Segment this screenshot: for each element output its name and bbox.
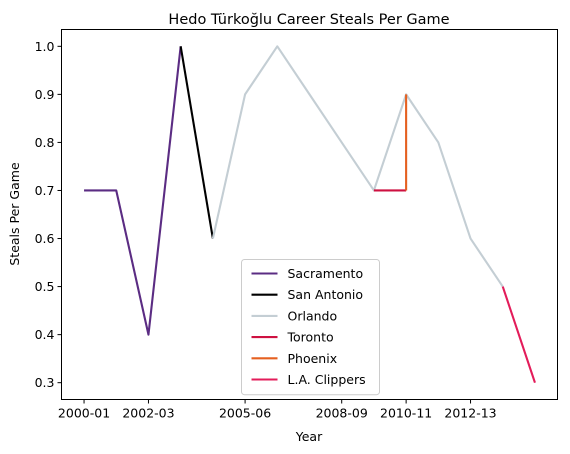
y-tick-label: 0.3 xyxy=(35,375,55,390)
x-tick-label: 2005-06 xyxy=(219,406,271,421)
legend-label: L.A. Clippers xyxy=(288,372,366,387)
legend-box xyxy=(241,259,380,396)
legend-item-toronto: Toronto xyxy=(251,330,334,345)
y-tick-label: 1.0 xyxy=(35,39,55,54)
legend-label: San Antonio xyxy=(288,287,364,302)
x-tick-label: 2000-01 xyxy=(58,406,110,421)
legend-label: Phoenix xyxy=(288,351,338,366)
y-tick-label: 0.5 xyxy=(35,279,55,294)
series-line-sacramento xyxy=(84,46,182,336)
y-axis: 0.3 0.4 0.5 0.6 0.7 0.8 0.9 1.0 xyxy=(35,39,62,390)
y-tick-label: 0.8 xyxy=(35,135,55,150)
y-axis-title: Steals Per Game xyxy=(7,162,22,266)
legend-label: Orlando xyxy=(288,308,338,323)
y-tick-label: 0.4 xyxy=(35,327,55,342)
legend: Sacramento San Antonio Orlando Toronto Phoen… xyxy=(241,259,380,396)
y-tick-label: 0.6 xyxy=(35,231,55,246)
series-line-l-a-clippers xyxy=(501,286,536,384)
x-tick-label: 2008-09 xyxy=(316,406,368,421)
series-line-orlando xyxy=(211,45,504,288)
legend-item-phoenix: Phoenix xyxy=(251,351,338,366)
legend-label: Sacramento xyxy=(288,266,364,281)
x-axis-title: Year xyxy=(295,429,323,444)
x-tick-label: 2002-03 xyxy=(122,406,174,421)
x-axis: 2000-01 2002-03 2005-06 2008-09 2010-11 2012-… xyxy=(58,399,497,421)
x-tick-label: 2012-13 xyxy=(444,406,496,421)
legend-item-l-a-clippers: L.A. Clippers xyxy=(251,372,366,387)
y-tick-label: 0.9 xyxy=(35,87,55,102)
chart-title: Hedo Türkoğlu Career Steals Per Game xyxy=(168,12,449,28)
y-tick-label: 0.7 xyxy=(35,183,55,198)
legend-label: Toronto xyxy=(287,330,334,345)
legend-item-sacramento: Sacramento xyxy=(251,266,364,281)
legend-item-orlando: Orlando xyxy=(251,308,338,323)
series-layer xyxy=(84,45,536,384)
legend-item-san-antonio: San Antonio xyxy=(251,287,364,302)
plot-frame xyxy=(61,29,558,400)
x-tick-label: 2010-11 xyxy=(380,406,432,421)
series-line-san-antonio xyxy=(179,46,214,239)
